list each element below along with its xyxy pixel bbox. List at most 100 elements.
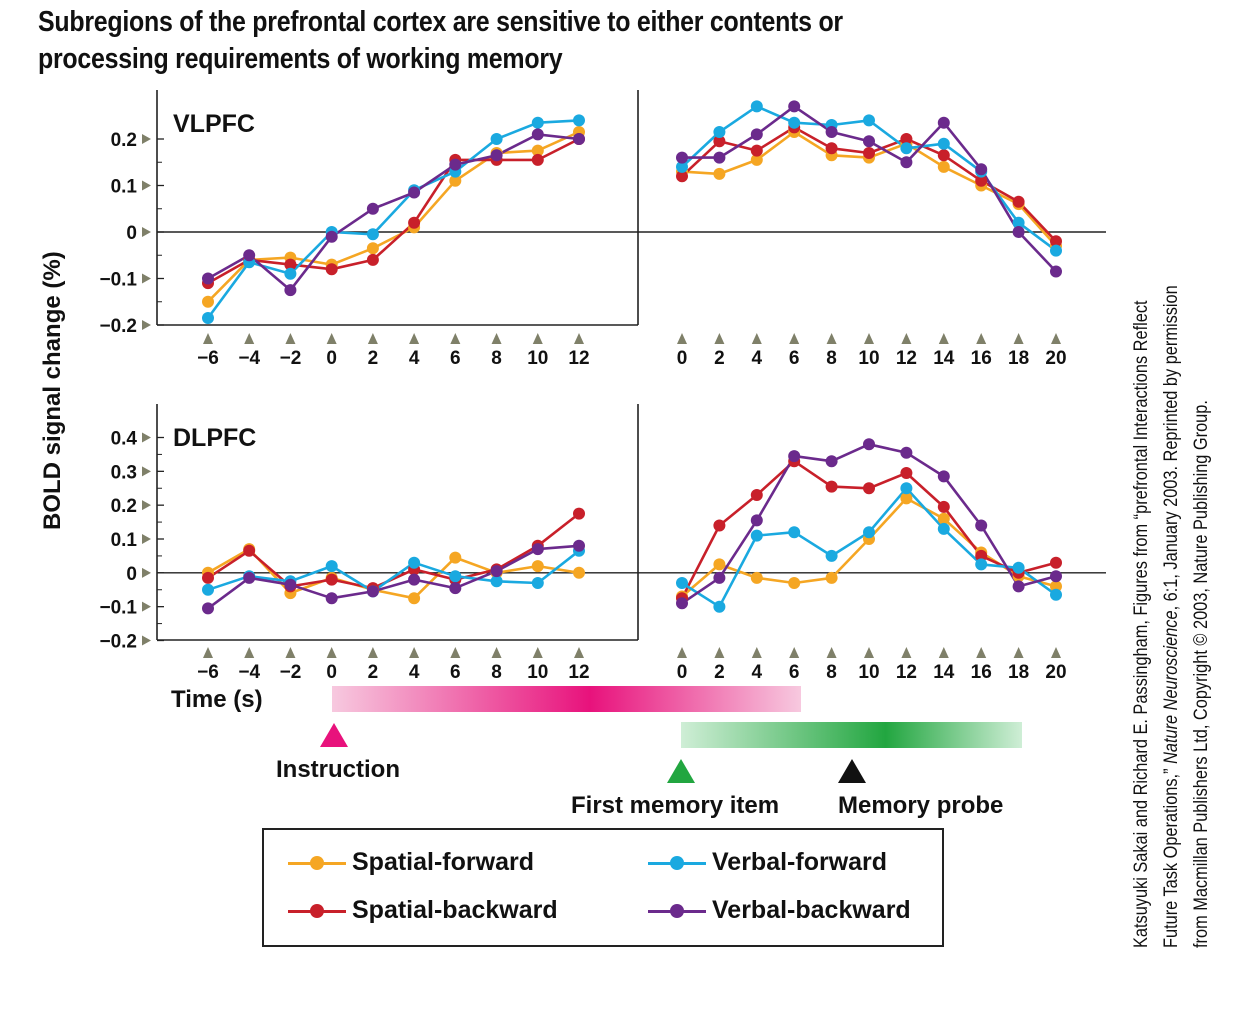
credit-line-3: from Macmillan Publishers Ltd, Copyright…	[1191, 400, 1212, 948]
dlpfc-left-xtick-marker	[244, 647, 255, 658]
vlpfc-left-xtick-marker	[203, 333, 213, 344]
dlpfc-left-ytick-label: 0.3	[111, 462, 137, 483]
vlpfc-right-xtick-marker	[1013, 333, 1024, 344]
legend-label: Spatial-forward	[352, 848, 534, 876]
legend-label: Verbal-forward	[712, 848, 888, 876]
vlpfc-left-xtick-label: −6	[197, 348, 219, 369]
vlpfc-left-verbal-backward-point	[243, 249, 256, 262]
dlpfc-right-verbal-forward-point	[975, 558, 988, 571]
vlpfc-right-xtick-label: 12	[896, 348, 917, 369]
dlpfc-left-ytick-label: 0.4	[111, 429, 138, 450]
vlpfc-left-xtick-marker	[367, 333, 378, 344]
legend: Spatial-forward Verbal-forward Spatial-b…	[262, 828, 944, 947]
dlpfc-left-spatial-forward-point	[449, 551, 462, 564]
vlpfc-left-xtick-marker	[326, 333, 337, 344]
dlpfc-right-verbal-forward-point	[900, 482, 913, 495]
dlpfc-right-verbal-backward-line	[681, 442, 1057, 605]
vlpfc-right-spatial-backward-point	[825, 142, 838, 155]
credit-line-2: Future Task Operations,” Nature Neurosci…	[1157, 122, 1187, 948]
vlpfc-left-verbal-forward-point	[366, 228, 379, 241]
vlpfc-left-spatial-backward-point	[408, 216, 421, 229]
vlpfc-left-panel-label: VLPFC	[173, 110, 255, 138]
vlpfc-left-xtick-label: 4	[409, 348, 420, 369]
vlpfc-left-spatial-backward-point	[325, 263, 338, 276]
vlpfc-right-spatial-backward-point	[1012, 195, 1025, 208]
vlpfc-left-ytick-label: 0.1	[111, 177, 138, 198]
vlpfc-left-verbal-backward-point	[573, 133, 585, 145]
dlpfc-right-spatial-backward-point	[713, 519, 726, 532]
dlpfc-left-verbal-backward-point	[366, 585, 379, 598]
vlpfc-left-xtick-marker	[285, 333, 296, 344]
dlpfc-right-xtick-label: 20	[1045, 662, 1066, 683]
instruction-marker-icon	[320, 723, 348, 747]
credit-line-1: Katsuyuki Sakai and Richard E. Passingha…	[1131, 300, 1152, 948]
vlpfc-left-spatial-forward-point	[531, 144, 544, 157]
dlpfc-left-ytick-marker	[142, 567, 151, 578]
legend-swatch-verbal-backward	[648, 903, 706, 918]
dlpfc-right-spatial-backward-point	[937, 500, 950, 513]
vlpfc-right-verbal-backward-point	[900, 156, 913, 169]
dlpfc-right-verbal-forward-point	[1012, 561, 1025, 574]
vlpfc-right-xtick-label: 4	[752, 348, 763, 369]
vlpfc-left-verbal-backward-point	[202, 272, 214, 285]
vlpfc-left-verbal-backward-point	[531, 128, 544, 141]
vlpfc-right-xtick-label: 2	[714, 348, 725, 369]
dlpfc-left-xtick-label: 2	[368, 662, 379, 683]
dlpfc-right-spatial-backward-point	[825, 480, 838, 493]
vlpfc-left-xtick-label: 6	[450, 348, 461, 369]
vlpfc-right-spatial-backward-point	[900, 133, 913, 145]
vlpfc-right-xtick-marker	[1051, 333, 1061, 344]
dlpfc-left-spatial-forward-point	[408, 592, 421, 605]
vlpfc-right-verbal-backward-point	[863, 135, 875, 148]
dlpfc-left-verbal-forward-point	[202, 583, 214, 596]
vlpfc-left-verbal-forward-point	[573, 114, 585, 127]
vlpfc-left-verbal-backward-point	[284, 284, 297, 297]
dlpfc-left-xtick-label: 4	[409, 662, 420, 683]
dlpfc-right-verbal-backward-point	[863, 438, 875, 451]
dlpfc-left-xtick-label: 0	[326, 662, 337, 683]
dlpfc-left-xtick-marker	[450, 647, 461, 658]
vlpfc-right-verbal-forward-point	[788, 116, 801, 129]
vlpfc-right-verbal-backward-point	[975, 163, 988, 176]
vlpfc-left-spatial-forward-point	[202, 295, 214, 308]
vlpfc-right-xtick-marker	[677, 333, 687, 344]
vlpfc-right-xtick-marker	[976, 333, 987, 344]
vlpfc-left-ytick-label: −0.2	[99, 316, 137, 337]
vlpfc-right-verbal-forward-point	[1012, 216, 1025, 229]
dlpfc-right-spatial-forward-point	[750, 571, 763, 584]
vlpfc-right-spatial-backward-point	[937, 149, 950, 162]
dlpfc-left-spatial-backward-point	[325, 573, 338, 586]
vlpfc-left-verbal-backward-line	[207, 133, 580, 292]
credit-journal: Nature Neuroscience	[1161, 610, 1182, 764]
dlpfc-left-xtick-label: 6	[450, 662, 461, 683]
dlpfc-left-ytick-marker	[142, 534, 151, 544]
credit-text: Katsuyuki Sakai and Richard E. Passingha…	[1127, 128, 1217, 948]
vlpfc-right-xtick-label: 8	[826, 348, 837, 369]
vlpfc-right-xtick-marker	[789, 333, 800, 344]
vlpfc-right-verbal-forward-point	[863, 114, 875, 127]
dlpfc-left-spatial-backward-point	[573, 507, 585, 520]
dlpfc-right-xtick-marker	[938, 647, 949, 658]
dlpfc-right-spatial-backward-point	[750, 489, 763, 501]
vlpfc-left-xtick-label: 0	[326, 348, 337, 369]
vlpfc-left-spatial-forward-point	[449, 174, 462, 187]
vlpfc-right-spatial-backward-point	[750, 144, 763, 157]
dlpfc-left-verbal-backward-point	[449, 582, 462, 595]
vlpfc-right-spatial-backward-point	[713, 135, 726, 148]
vlpfc-left-verbal-backward-point	[366, 202, 379, 215]
vlpfc-left-xtick-marker	[532, 333, 543, 344]
dlpfc-right-spatial-forward-point	[1050, 580, 1062, 593]
dlpfc-left-verbal-backward-point	[531, 543, 544, 556]
vlpfc-right-xtick-marker	[751, 333, 762, 344]
dlpfc-right-xtick-marker	[789, 647, 800, 658]
vlpfc-left-spatial-forward-point	[366, 242, 379, 255]
vlpfc-left-ytick-marker	[142, 320, 151, 330]
vlpfc-right-xtick-marker	[826, 333, 837, 344]
dlpfc-right-xtick-label: 8	[826, 662, 837, 683]
vlpfc-left-ytick-marker	[142, 227, 151, 237]
vlpfc-left-ytick-label: 0	[126, 223, 137, 244]
vlpfc-left-verbal-forward-line	[206, 119, 580, 319]
vlpfc-left-xtick-label: 8	[491, 348, 502, 369]
dlpfc-left-xtick-label: −2	[280, 662, 302, 683]
dlpfc-left-verbal-backward-point	[573, 539, 585, 552]
